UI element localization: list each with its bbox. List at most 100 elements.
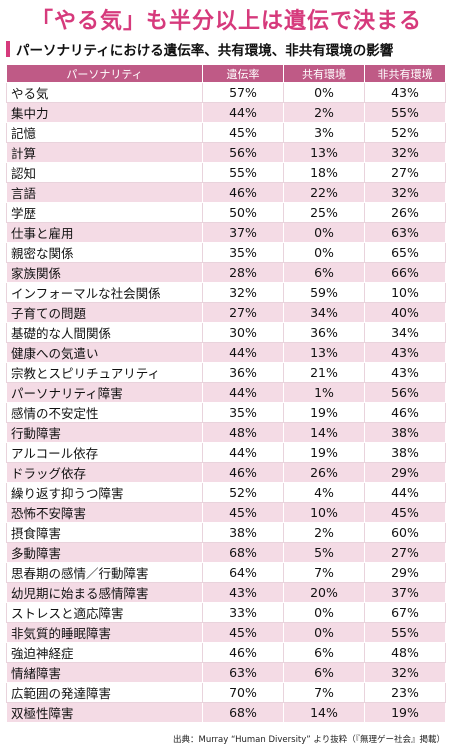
cell-heritability: 35%	[202, 242, 284, 263]
cell-shared-environment: 7%	[283, 682, 365, 703]
cell-heritability: 32%	[202, 282, 284, 303]
cell-nonshared-environment: 66%	[364, 262, 446, 283]
cell-personality: 行動障害	[6, 422, 203, 443]
cell-heritability: 55%	[202, 162, 284, 183]
cell-personality: 思春期の感情／行動障害	[6, 562, 203, 583]
cell-nonshared-environment: 67%	[364, 602, 446, 623]
cell-heritability: 45%	[202, 122, 284, 143]
cell-nonshared-environment: 38%	[364, 442, 446, 463]
cell-nonshared-environment: 45%	[364, 502, 446, 523]
source-note: 出典：Murray “Human Diversity” より抜粋（『無理ゲー社会…	[172, 735, 445, 745]
cell-nonshared-environment: 55%	[364, 102, 446, 123]
accent-bar	[6, 41, 10, 57]
cell-heritability: 44%	[202, 102, 284, 123]
table-row: 強迫神経症 46% 6% 48%	[6, 642, 446, 663]
cell-shared-environment: 34%	[283, 302, 365, 323]
cell-nonshared-environment: 44%	[364, 482, 446, 503]
cell-shared-environment: 6%	[283, 262, 365, 283]
cell-personality: インフォーマルな社会関係	[6, 282, 203, 303]
cell-personality: 宗教とスピリチュアリティ	[6, 362, 203, 383]
cell-heritability: 36%	[202, 362, 284, 383]
page-title: 「やる気」も半分以上は遺伝で決まる	[30, 9, 422, 34]
table-row: 広範囲の発達障害 70% 7% 23%	[6, 682, 446, 703]
cell-heritability: 70%	[202, 682, 284, 703]
table-row: 幼児期に始まる感情障害 43% 20% 37%	[6, 582, 446, 603]
table-row: 恐怖不安障害 45% 10% 45%	[6, 502, 446, 523]
cell-heritability: 35%	[202, 402, 284, 423]
table-row: 情緒障害 63% 6% 32%	[6, 662, 446, 683]
cell-heritability: 44%	[202, 342, 284, 363]
cell-personality: 広範囲の発達障害	[6, 682, 203, 703]
cell-heritability: 50%	[202, 202, 284, 223]
cell-nonshared-environment: 27%	[364, 162, 446, 183]
cell-personality: 繰り返す抑うつ障害	[6, 482, 203, 503]
header-nonshared-environment: 非共有環境	[364, 64, 446, 83]
cell-nonshared-environment: 37%	[364, 582, 446, 603]
cell-shared-environment: 0%	[283, 82, 365, 103]
table-body: やる気 57% 0% 43% 集中力 44% 2% 55% 記憶 45% 3% 52% 計算 56% 13%…	[6, 82, 446, 723]
table-row: 計算 56% 13% 32%	[6, 142, 446, 163]
cell-shared-environment: 2%	[283, 522, 365, 543]
cell-personality: 言語	[6, 182, 203, 203]
cell-heritability: 68%	[202, 542, 284, 563]
cell-nonshared-environment: 27%	[364, 542, 446, 563]
cell-shared-environment: 6%	[283, 642, 365, 663]
table-row: 双極性障害 68% 14% 19%	[6, 702, 446, 723]
table-row: 認知 55% 18% 27%	[6, 162, 446, 183]
cell-shared-environment: 25%	[283, 202, 365, 223]
cell-heritability: 44%	[202, 442, 284, 463]
cell-heritability: 64%	[202, 562, 284, 583]
cell-heritability: 46%	[202, 642, 284, 663]
cell-shared-environment: 36%	[283, 322, 365, 343]
table-row: 記憶 45% 3% 52%	[6, 122, 446, 143]
table-row: 仕事と雇用 37% 0% 63%	[6, 222, 446, 243]
cell-shared-environment: 2%	[283, 102, 365, 123]
cell-nonshared-environment: 40%	[364, 302, 446, 323]
cell-personality: 感情の不安定性	[6, 402, 203, 423]
cell-heritability: 52%	[202, 482, 284, 503]
cell-personality: 非気質的睡眠障害	[6, 622, 203, 643]
table-row: 基礎的な人間関係 30% 36% 34%	[6, 322, 446, 343]
subtitle-row: パーソナリティにおける遺伝率、共有環境、非共有環境の影響	[0, 38, 453, 60]
cell-personality: 家族関係	[6, 262, 203, 283]
cell-heritability: 27%	[202, 302, 284, 323]
table-row: 言語 46% 22% 32%	[6, 182, 446, 203]
cell-nonshared-environment: 65%	[364, 242, 446, 263]
cell-shared-environment: 14%	[283, 702, 365, 723]
table-row: 非気質的睡眠障害 45% 0% 55%	[6, 622, 446, 643]
cell-nonshared-environment: 43%	[364, 342, 446, 363]
cell-personality: 計算	[6, 142, 203, 163]
table-row: アルコール依存 44% 19% 38%	[6, 442, 446, 463]
table-row: 学歴 50% 25% 26%	[6, 202, 446, 223]
table-row: 宗教とスピリチュアリティ 36% 21% 43%	[6, 362, 446, 383]
header-shared-environment: 共有環境	[283, 64, 365, 83]
cell-personality: アルコール依存	[6, 442, 203, 463]
cell-nonshared-environment: 56%	[364, 382, 446, 403]
table-row: ストレスと適応障害 33% 0% 67%	[6, 602, 446, 623]
cell-heritability: 38%	[202, 522, 284, 543]
cell-nonshared-environment: 23%	[364, 682, 446, 703]
cell-personality: 基礎的な人間関係	[6, 322, 203, 343]
cell-heritability: 48%	[202, 422, 284, 443]
table-row: 集中力 44% 2% 55%	[6, 102, 446, 123]
table-row: 繰り返す抑うつ障害 52% 4% 44%	[6, 482, 446, 503]
cell-shared-environment: 14%	[283, 422, 365, 443]
cell-nonshared-environment: 60%	[364, 522, 446, 543]
cell-nonshared-environment: 43%	[364, 362, 446, 383]
cell-heritability: 57%	[202, 82, 284, 103]
cell-heritability: 33%	[202, 602, 284, 623]
cell-nonshared-environment: 29%	[364, 462, 446, 483]
table-row: 摂食障害 38% 2% 60%	[6, 522, 446, 543]
cell-shared-environment: 13%	[283, 342, 365, 363]
cell-personality: 強迫神経症	[6, 642, 203, 663]
cell-shared-environment: 3%	[283, 122, 365, 143]
table-row: 多動障害 68% 5% 27%	[6, 542, 446, 563]
cell-nonshared-environment: 55%	[364, 622, 446, 643]
cell-nonshared-environment: 26%	[364, 202, 446, 223]
table-row: 思春期の感情／行動障害 64% 7% 29%	[6, 562, 446, 583]
cell-shared-environment: 0%	[283, 622, 365, 643]
cell-nonshared-environment: 32%	[364, 182, 446, 203]
cell-shared-environment: 18%	[283, 162, 365, 183]
cell-shared-environment: 4%	[283, 482, 365, 503]
header-heritability: 遺伝率	[202, 64, 284, 83]
